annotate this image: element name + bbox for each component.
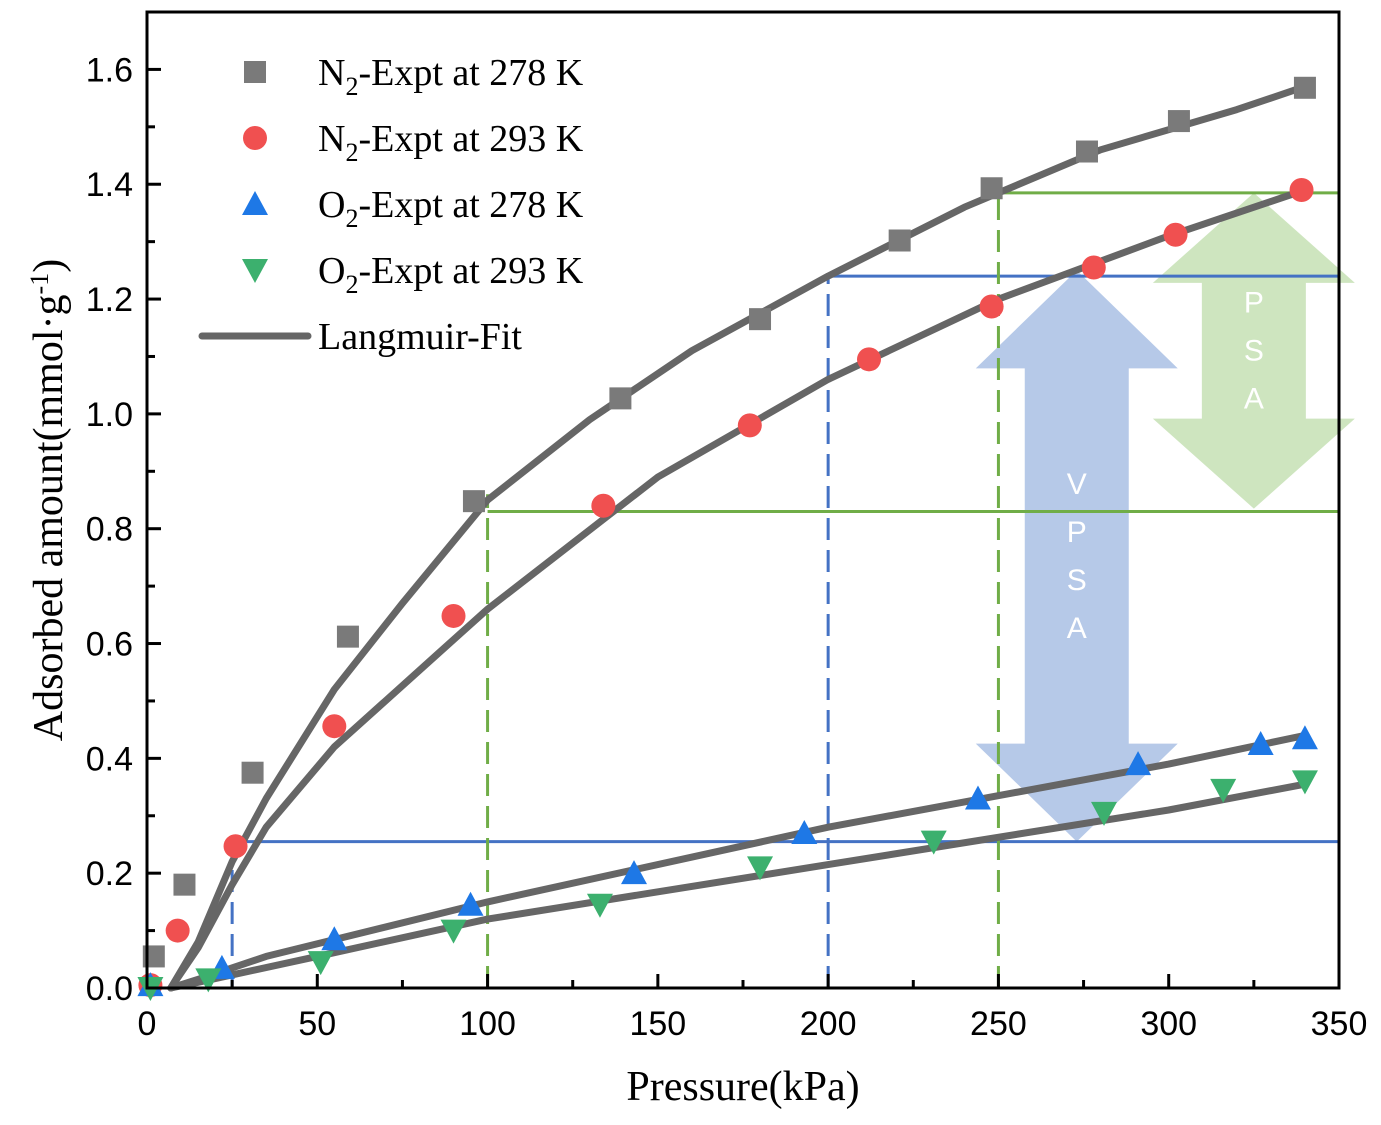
x-tick-label: 200: [800, 1005, 857, 1043]
data-point-triangle-down: [440, 919, 467, 944]
legend-label-prefix: N: [318, 52, 345, 94]
legend-label-suffix: -Expt at 278 K: [358, 184, 583, 226]
data-point-circle: [165, 918, 190, 943]
legend-marker-swatch: [242, 259, 268, 283]
legend-entry-label: O2-Expt at 278 K: [318, 184, 584, 233]
y-axis-title-main: Adsorbed amount(mmol·g: [26, 294, 72, 741]
legend-entry-label: Langmuir-Fit: [318, 316, 522, 358]
legend-label-prefix: N: [318, 118, 345, 160]
data-point-circle: [223, 834, 248, 859]
data-point-square: [173, 873, 196, 896]
data-point-circle: [1081, 255, 1106, 280]
arrow-label-letter: P: [1067, 516, 1087, 549]
arrow-label-letter: A: [1067, 612, 1087, 645]
data-point-circle: [857, 347, 882, 372]
legend-entry-label: O2-Expt at 293 K: [318, 250, 584, 299]
y-axis-title: Adsorbed amount(mmol·g-1): [25, 259, 72, 741]
x-tick-label: 50: [298, 1005, 336, 1043]
langmuir-fit-line: [167, 780, 1309, 992]
data-point-triangle-down: [1210, 778, 1237, 803]
arrow-label-letter: S: [1244, 335, 1264, 368]
data-point-triangle-down: [920, 830, 947, 855]
x-tick-label: 0: [138, 1005, 157, 1043]
y-tick-label: 0.6: [86, 626, 133, 664]
data-point-circle: [322, 714, 347, 739]
legend-marker-swatch: [243, 126, 267, 150]
legend-label-prefix: O: [318, 250, 345, 292]
data-point-circle: [1289, 177, 1314, 202]
data-point-triangle-up: [1125, 751, 1152, 776]
y-axis-title-sup: -1: [25, 273, 54, 295]
y-tick-label: 0.2: [86, 855, 133, 893]
y-tick-label: 1.6: [86, 51, 133, 89]
legend-marker-swatch: [244, 61, 266, 83]
data-point-square: [1167, 110, 1190, 133]
data-point-square: [749, 308, 772, 331]
data-point-triangle-down: [1291, 770, 1318, 795]
data-point-circle: [1163, 222, 1188, 247]
legend-entry-label: N2-Expt at 293 K: [318, 118, 584, 167]
data-point-triangle-up: [1247, 731, 1274, 755]
legend-label-subscript: 2: [345, 138, 358, 167]
x-tick-label: 150: [629, 1005, 686, 1043]
arrow-label-letter: V: [1067, 468, 1087, 501]
data-point-square: [609, 387, 632, 410]
legend-label-subscript: 2: [345, 270, 358, 299]
data-point-triangle-up: [964, 785, 991, 810]
y-tick-label: 0.4: [86, 740, 133, 778]
double-arrow-vpsa: [975, 270, 1178, 842]
reference-line-layer: [230, 191, 1339, 988]
arrow-label-letter: S: [1067, 564, 1087, 597]
data-point-square: [888, 229, 911, 252]
legend-label-suffix: -Expt at 293 K: [358, 118, 583, 160]
data-point-square: [980, 177, 1003, 200]
y-tick-label: 1.2: [86, 281, 133, 319]
x-tick-label: 300: [1140, 1005, 1197, 1043]
legend-label-subscript: 2: [345, 204, 358, 233]
data-point-circle: [979, 294, 1004, 319]
legend-label-prefix: O: [318, 184, 345, 226]
data-point-triangle-up: [321, 926, 348, 951]
data-point-square: [336, 625, 359, 648]
data-point-triangle-down: [586, 893, 613, 918]
legend-label-subscript: 2: [345, 72, 358, 101]
data-point-triangle-up: [791, 819, 818, 844]
arrow-label-letter: A: [1244, 383, 1264, 416]
arrow-label-letter: P: [1244, 287, 1264, 320]
data-point-circle: [441, 603, 466, 628]
data-point-triangle-down: [1091, 801, 1118, 826]
y-axis-title-close: ): [26, 259, 72, 273]
y-tick-label: 1.4: [86, 166, 133, 204]
data-point-square: [462, 490, 485, 513]
langmuir-fit-line: [167, 186, 1309, 992]
data-point-circle: [591, 493, 616, 518]
x-tick-label: 350: [1311, 1005, 1368, 1043]
data-point-triangle-down: [747, 856, 774, 881]
marker-layer: [137, 76, 1318, 1001]
data-point-square: [1075, 140, 1098, 163]
double-arrow-psa: [1152, 192, 1355, 509]
data-point-triangle-up: [457, 891, 484, 916]
legend-marker-swatch: [242, 191, 268, 215]
data-point-square: [241, 761, 264, 784]
y-tick-label: 0.8: [86, 511, 133, 549]
data-point-triangle-down: [195, 968, 222, 993]
axis-layer: 0 50 100 150 200 250 300 350 0.0 0.2 0.4 0.6 0.8 1.0 1…: [86, 51, 1368, 1043]
legend-label-suffix: -Expt at 278 K: [358, 52, 583, 94]
data-point-circle: [737, 413, 762, 438]
legend: N2-Expt at 278 KN2-Expt at 293 KO2-Expt …: [198, 52, 584, 358]
x-tick-label: 100: [459, 1005, 516, 1043]
data-point-triangle-up: [1291, 725, 1318, 750]
data-point-triangle-down: [307, 951, 334, 976]
y-tick-label: 0.0: [86, 970, 133, 1008]
x-tick-label: 250: [970, 1005, 1027, 1043]
y-tick-label: 1.0: [86, 396, 133, 434]
data-point-square: [1293, 76, 1316, 99]
x-axis-title: Pressure(kPa): [626, 1064, 859, 1110]
data-point-triangle-up: [621, 860, 648, 885]
legend-entry-label: N2-Expt at 278 K: [318, 52, 584, 101]
legend-label-suffix: -Expt at 293 K: [358, 250, 583, 292]
